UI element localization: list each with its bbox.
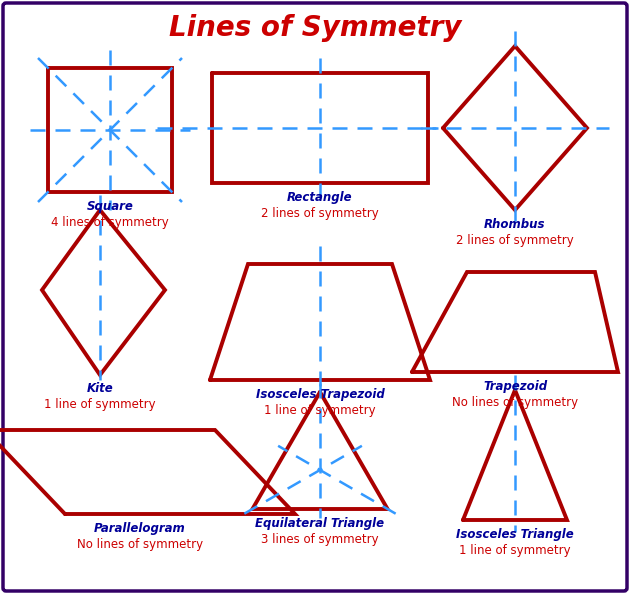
Text: 4 lines of symmetry: 4 lines of symmetry (51, 216, 169, 229)
Text: 1 line of symmetry: 1 line of symmetry (44, 398, 156, 411)
Text: Rhombus: Rhombus (484, 218, 546, 231)
Text: 2 lines of symmetry: 2 lines of symmetry (456, 234, 574, 247)
Text: 2 lines of symmetry: 2 lines of symmetry (261, 207, 379, 220)
Text: Rectangle: Rectangle (287, 191, 353, 204)
Text: 3 lines of symmetry: 3 lines of symmetry (261, 533, 379, 546)
Text: Isosceles Trapezoid: Isosceles Trapezoid (256, 388, 384, 401)
Text: No lines of symmetry: No lines of symmetry (77, 538, 203, 551)
Text: 1 line of symmetry: 1 line of symmetry (264, 404, 376, 417)
Text: Trapezoid: Trapezoid (483, 380, 547, 393)
Text: Equilateral Triangle: Equilateral Triangle (255, 517, 384, 530)
Text: 1 line of symmetry: 1 line of symmetry (459, 544, 571, 557)
Text: Square: Square (86, 200, 134, 213)
Text: No lines of symmetry: No lines of symmetry (452, 396, 578, 409)
Text: Parallelogram: Parallelogram (94, 522, 186, 535)
Text: Kite: Kite (87, 382, 113, 395)
Text: Lines of Symmetry: Lines of Symmetry (169, 14, 461, 42)
Text: Isosceles Triangle: Isosceles Triangle (456, 528, 574, 541)
